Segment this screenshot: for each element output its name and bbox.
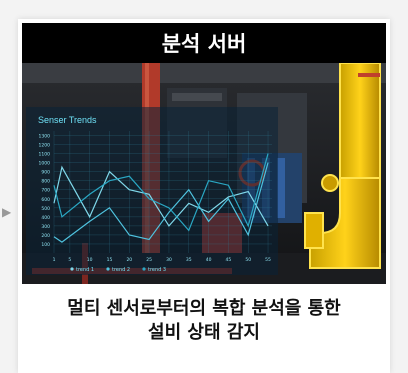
caption-line-1: 멀티 센서로부터의 복합 분석을 통한 — [67, 298, 341, 319]
series-line-trend-2 — [53, 162, 269, 243]
x-tick-label: 40 — [206, 257, 212, 263]
series-line-trend-1 — [53, 165, 269, 227]
highlighted-pipe — [304, 63, 381, 269]
legend-marker — [142, 267, 146, 271]
x-tick-label: 30 — [166, 257, 172, 263]
y-tick-label: 900 — [41, 170, 50, 176]
y-tick-label: 800 — [41, 179, 50, 185]
legend-label: trend 1 — [76, 267, 94, 273]
legend-label: trend 2 — [112, 267, 130, 273]
x-tick-label: 55 — [265, 257, 271, 263]
analysis-server-card: 분석 서버 — [18, 19, 390, 373]
legend-label: trend 3 — [148, 267, 166, 273]
y-tick-label: 700 — [41, 188, 50, 194]
x-tick-label: 10 — [87, 257, 93, 263]
caption-line-2: 설비 상태 감지 — [148, 322, 260, 343]
card-title: 분석 서버 — [22, 23, 386, 63]
x-tick-label: 1 — [53, 257, 56, 263]
chart-title: Senser Trends — [38, 115, 97, 125]
y-tick-label: 300 — [41, 224, 50, 230]
scene-svg: Senser Trends 100 200 300 400 500 600 700 800 90… — [22, 63, 386, 284]
legend-marker — [106, 267, 110, 271]
chevron-right-icon: ▶ — [2, 205, 12, 219]
x-tick-label: 20 — [126, 257, 132, 263]
y-tick-label: 400 — [41, 215, 50, 221]
x-tick-label: 15 — [107, 257, 113, 263]
x-tick-label: 25 — [146, 257, 152, 263]
x-tick-label: 50 — [245, 257, 251, 263]
industrial-scene-image: Senser Trends 100 200 300 400 500 600 700 800 90… — [22, 63, 386, 284]
y-tick-label: 1200 — [39, 143, 51, 149]
legend-marker — [70, 267, 74, 271]
x-tick-label: 35 — [186, 257, 192, 263]
y-tick-label: 1000 — [39, 161, 51, 167]
card-caption: 멀티 센서로부터의 복합 분석을 통한 설비 상태 감지 — [22, 297, 386, 345]
y-tick-label: 1100 — [39, 152, 51, 158]
y-tick-label: 1300 — [39, 134, 51, 140]
y-tick-label: 200 — [41, 233, 50, 239]
y-tick-label: 100 — [41, 242, 50, 248]
x-tick-label: 5 — [68, 257, 71, 263]
y-tick-label: 500 — [41, 206, 50, 212]
x-tick-label: 45 — [226, 257, 232, 263]
sensor-trends-chart: 100 200 300 400 500 600 700 800 900 1000 1100 1200 1… — [39, 131, 272, 273]
y-tick-label: 600 — [41, 197, 50, 203]
series-line-trend-3 — [53, 153, 269, 232]
